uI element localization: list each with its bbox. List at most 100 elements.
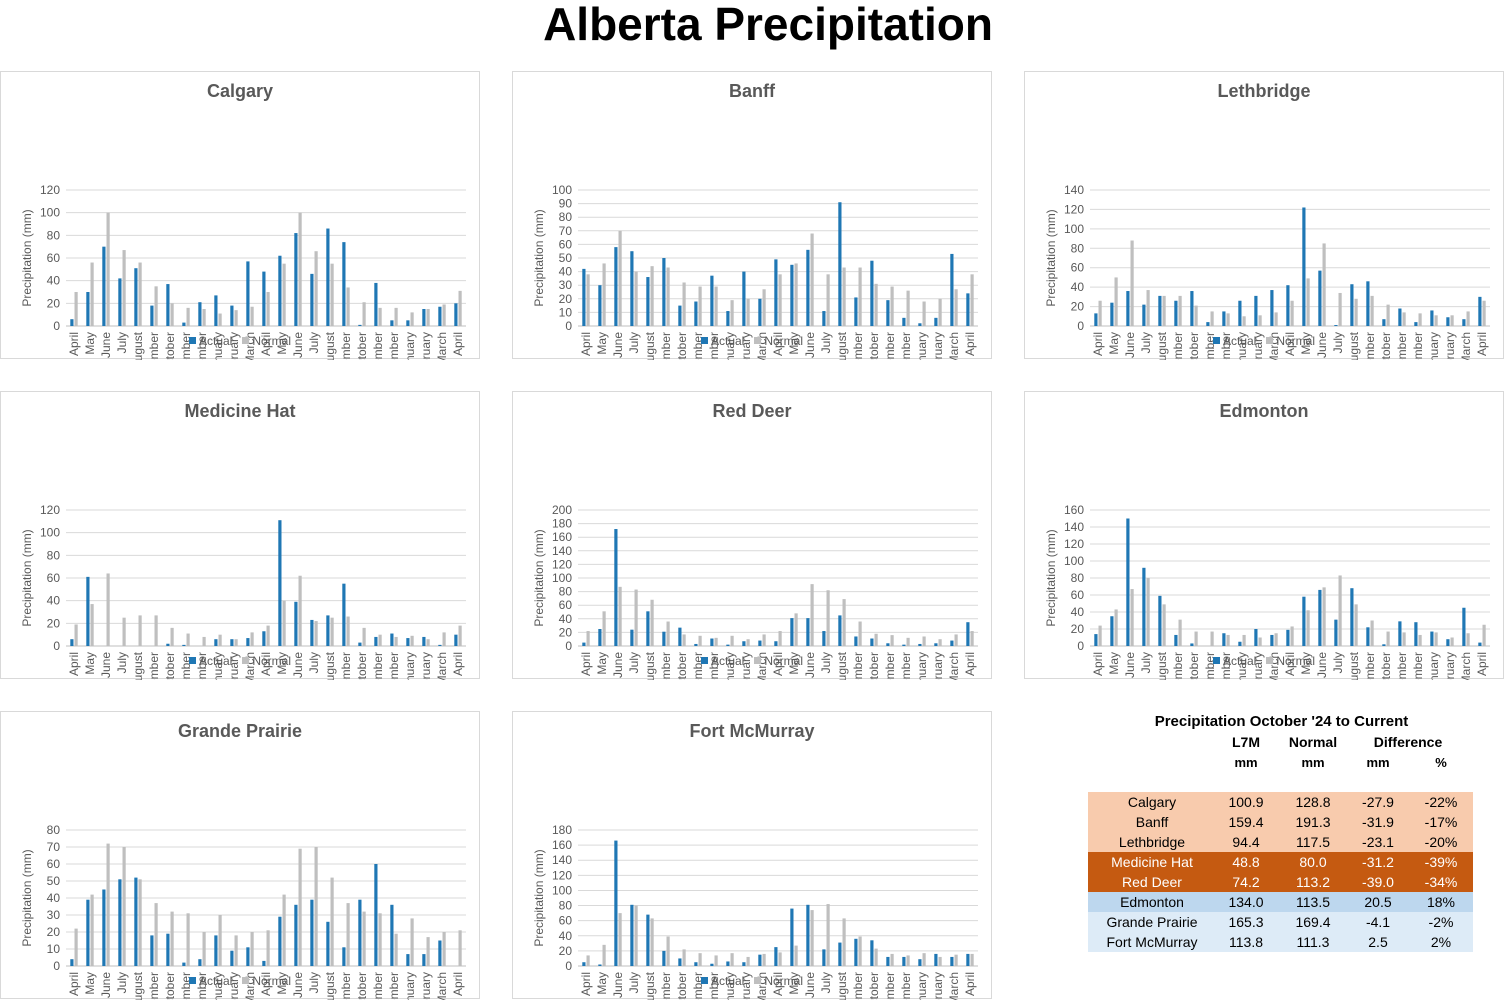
bar-normal — [1370, 620, 1374, 646]
summary-cell-normal: 128.8 — [1295, 794, 1331, 810]
x-tick-label: December — [1219, 332, 1233, 360]
x-tick-label: November — [1395, 332, 1409, 360]
bar-actual — [950, 956, 954, 966]
bar-normal — [906, 955, 910, 966]
x-tick-label: April — [1091, 332, 1105, 356]
bar-actual — [294, 601, 298, 646]
summary-row: Lethbridge 94.4 117.5 -23.1 -20% — [1088, 832, 1473, 852]
bar-normal — [282, 894, 286, 966]
x-tick-label: February — [739, 332, 753, 360]
bar-actual — [886, 956, 890, 966]
bar-actual — [438, 306, 442, 326]
bar-normal — [250, 932, 254, 966]
x-tick-label: August — [643, 331, 657, 360]
bar-actual — [822, 949, 826, 966]
bar-normal — [666, 267, 670, 326]
bar-actual — [390, 633, 394, 646]
summary-cell-name: Medicine Hat — [1111, 854, 1193, 870]
bar-normal — [218, 915, 222, 966]
y-tick-label: 50 — [559, 251, 573, 265]
bar-actual — [150, 935, 154, 966]
x-tick-label: July — [1331, 652, 1345, 673]
x-tick-label: October — [867, 972, 881, 1000]
bar-normal — [618, 586, 622, 646]
bar-normal — [186, 633, 190, 646]
x-tick-label: June — [611, 652, 625, 678]
bar-normal — [1274, 312, 1278, 326]
bar-actual — [1174, 300, 1178, 326]
x-tick-label: April — [259, 332, 273, 356]
bar-actual — [1478, 296, 1482, 326]
x-tick-label: September — [851, 332, 865, 360]
bar-actual — [822, 311, 826, 326]
bar-normal — [682, 634, 686, 646]
bar-normal — [122, 250, 126, 326]
x-tick-label: July — [115, 332, 129, 353]
bar-normal — [1114, 277, 1118, 326]
x-tick-label: October — [355, 332, 369, 360]
summary-cell-diff: -27.9 — [1362, 794, 1394, 810]
x-tick-label: December — [387, 972, 401, 1000]
bar-actual — [1158, 295, 1162, 326]
bar-actual — [1238, 641, 1242, 646]
bar-actual — [358, 642, 362, 646]
x-tick-label: February — [419, 972, 433, 1000]
bar-actual — [774, 259, 778, 326]
bar-normal — [298, 848, 302, 966]
bar-actual — [582, 642, 586, 646]
bar-normal — [746, 298, 750, 326]
bar-normal — [1098, 625, 1102, 646]
y-tick-label: 180 — [552, 823, 572, 837]
legend-swatch — [1266, 657, 1274, 665]
bar-actual — [1110, 302, 1114, 326]
x-tick-label: July — [819, 332, 833, 353]
chart-title: Grande Prairie — [177, 721, 303, 741]
bar-actual — [1286, 629, 1290, 646]
bar-normal — [394, 307, 398, 326]
y-tick-label: 100 — [1064, 222, 1084, 236]
bar-actual — [182, 322, 186, 326]
legend-actual: Actual — [1212, 334, 1256, 348]
bar-normal — [250, 306, 254, 326]
x-tick-label: August — [835, 971, 849, 1000]
bar-actual — [278, 255, 282, 326]
bar-actual — [1430, 631, 1434, 646]
bar-normal — [730, 300, 734, 326]
bar-actual — [1334, 325, 1338, 326]
bar-normal — [154, 615, 158, 646]
bar-normal — [650, 918, 654, 966]
chart-svg: 0 20 40 60 80 100 120 140 160 Precipitation (mm) A… — [1044, 503, 1490, 680]
summary-cell-l7m: 113.8 — [1229, 934, 1263, 950]
legend-swatch — [242, 657, 250, 665]
bar-normal — [458, 930, 462, 966]
bar-actual — [326, 921, 330, 966]
x-tick-label: December — [387, 332, 401, 360]
summary-cell-normal: 113.2 — [1296, 874, 1330, 890]
x-tick-label: January — [211, 332, 225, 360]
y-tick-label: 0 — [53, 319, 60, 333]
bar-normal — [1290, 626, 1294, 646]
x-tick-label: February — [739, 972, 753, 1000]
y-tick-label: 0 — [53, 959, 60, 973]
chart-legend: Actual Normal — [1, 334, 479, 348]
bar-actual — [870, 940, 874, 966]
bar-normal — [730, 635, 734, 646]
bar-normal — [730, 953, 734, 966]
bar-actual — [1222, 633, 1226, 646]
bar-normal — [1386, 631, 1390, 646]
bar-actual — [646, 277, 650, 326]
x-tick-label: April — [1091, 652, 1105, 676]
bar-actual — [918, 323, 922, 326]
bar-normal — [170, 627, 174, 646]
bar-actual — [758, 954, 762, 966]
bar-normal — [362, 911, 366, 966]
bar-actual — [342, 947, 346, 966]
bar-normal — [330, 263, 334, 326]
bar-normal — [778, 631, 782, 646]
x-tick-label: March — [435, 332, 449, 360]
x-tick-label: December — [899, 652, 913, 680]
x-tick-label: June — [99, 972, 113, 998]
x-tick-label: October — [355, 972, 369, 1000]
bar-actual — [214, 935, 218, 966]
bar-normal — [170, 911, 174, 966]
